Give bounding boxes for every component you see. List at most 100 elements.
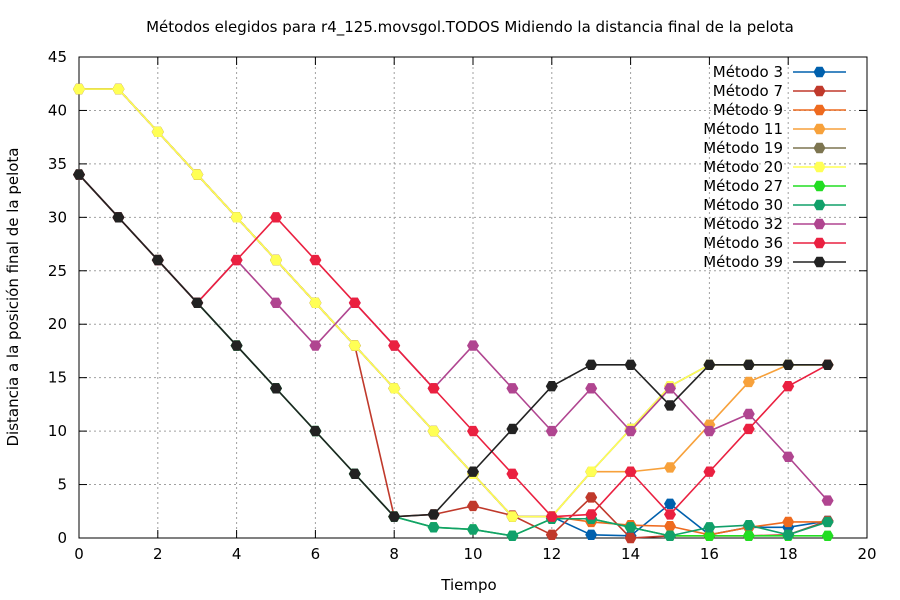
data-point <box>467 466 479 477</box>
data-point <box>506 511 519 522</box>
data-point <box>821 516 834 528</box>
legend-label: Método 20 <box>703 158 783 176</box>
legend-label: Método 36 <box>703 234 783 252</box>
data-point <box>467 425 479 437</box>
data-point <box>624 522 637 533</box>
data-point <box>309 297 322 309</box>
data-point <box>624 359 637 371</box>
data-point <box>309 340 322 351</box>
legend-item: Método 11 <box>703 120 846 138</box>
data-point <box>585 383 598 394</box>
data-point <box>388 340 401 351</box>
data-point <box>467 500 479 512</box>
data-point <box>821 495 834 506</box>
data-point <box>703 466 716 477</box>
data-point <box>703 425 716 437</box>
data-point <box>191 297 204 309</box>
data-point <box>782 529 795 540</box>
legend-item: Método 3 <box>713 63 846 81</box>
data-point <box>467 340 479 351</box>
legend-item: Método 7 <box>713 82 846 100</box>
data-point <box>427 425 440 437</box>
legend-swatch-marker <box>813 66 826 78</box>
data-point <box>151 254 164 266</box>
y-tick-label: 30 <box>48 208 67 226</box>
axis-ticks: 0 2 4 6 8 10 12 14 16 18 20 0 5 10 15 20 25 30 35 40 45 <box>48 48 877 563</box>
data-point <box>309 425 322 437</box>
legend-item: Método 19 <box>703 139 846 157</box>
data-point <box>545 425 558 437</box>
data-point <box>73 169 85 180</box>
y-tick-label: 25 <box>48 262 67 280</box>
data-point <box>585 466 598 477</box>
data-point <box>270 383 282 394</box>
legend-item: Método 9 <box>713 101 846 119</box>
data-point <box>624 532 637 544</box>
data-point <box>782 451 795 462</box>
series-line <box>79 88 828 518</box>
data-point <box>742 376 755 388</box>
data-point <box>782 359 795 371</box>
x-tick-label: 4 <box>232 545 242 563</box>
data-point <box>585 509 598 520</box>
data-point <box>742 530 755 542</box>
legend-label: Método 7 <box>713 82 783 100</box>
data-point <box>585 529 598 540</box>
data-point <box>742 519 755 531</box>
legend-label: Método 30 <box>703 196 783 214</box>
data-point <box>664 400 676 411</box>
y-tick-label: 10 <box>48 422 67 440</box>
series-line <box>78 174 828 518</box>
data-point <box>348 297 361 309</box>
data-point <box>703 530 716 542</box>
data-point <box>703 522 716 533</box>
x-tick-label: 2 <box>153 545 163 563</box>
x-tick-label: 18 <box>779 545 798 563</box>
legend-swatch-marker <box>813 161 826 173</box>
data-point <box>388 383 401 394</box>
legend-item: Método 20 <box>703 158 846 176</box>
y-axis-title: Distancia a la posición final de la pelo… <box>4 147 22 446</box>
data-point <box>427 522 440 533</box>
data-point <box>664 383 676 394</box>
x-tick-label: 0 <box>74 545 84 563</box>
data-point <box>467 524 479 535</box>
y-tick-label: 15 <box>48 369 67 387</box>
data-point <box>782 381 795 392</box>
data-point <box>742 408 755 420</box>
data-point <box>664 498 676 509</box>
series-10 <box>73 169 834 522</box>
data-point <box>506 383 519 394</box>
data-point <box>742 423 755 435</box>
legend-label: Método 3 <box>713 63 783 81</box>
x-tick-label: 14 <box>621 545 640 563</box>
data-point <box>545 529 558 540</box>
legend-item: Método 27 <box>703 177 846 195</box>
legend-swatch-marker <box>813 256 826 268</box>
data-point <box>270 212 282 223</box>
data-point <box>585 359 598 371</box>
legend-swatch-marker <box>813 85 826 97</box>
data-point <box>585 492 598 503</box>
legend-item: Método 36 <box>703 234 846 252</box>
legend-swatch-marker <box>813 142 826 154</box>
x-tick-label: 12 <box>542 545 561 563</box>
series-layer <box>73 83 834 544</box>
data-point <box>230 254 243 266</box>
data-point <box>545 381 558 392</box>
data-point <box>664 530 676 542</box>
data-point <box>506 468 519 480</box>
legend-swatch-marker <box>813 237 826 249</box>
x-tick-label: 8 <box>389 545 399 563</box>
data-point <box>388 511 401 522</box>
data-point <box>270 297 282 309</box>
y-tick-label: 45 <box>48 48 67 66</box>
data-point <box>427 383 440 394</box>
data-point <box>230 212 243 223</box>
data-point <box>782 516 795 528</box>
data-point <box>821 530 834 542</box>
data-point <box>821 359 834 371</box>
data-point <box>309 254 322 266</box>
